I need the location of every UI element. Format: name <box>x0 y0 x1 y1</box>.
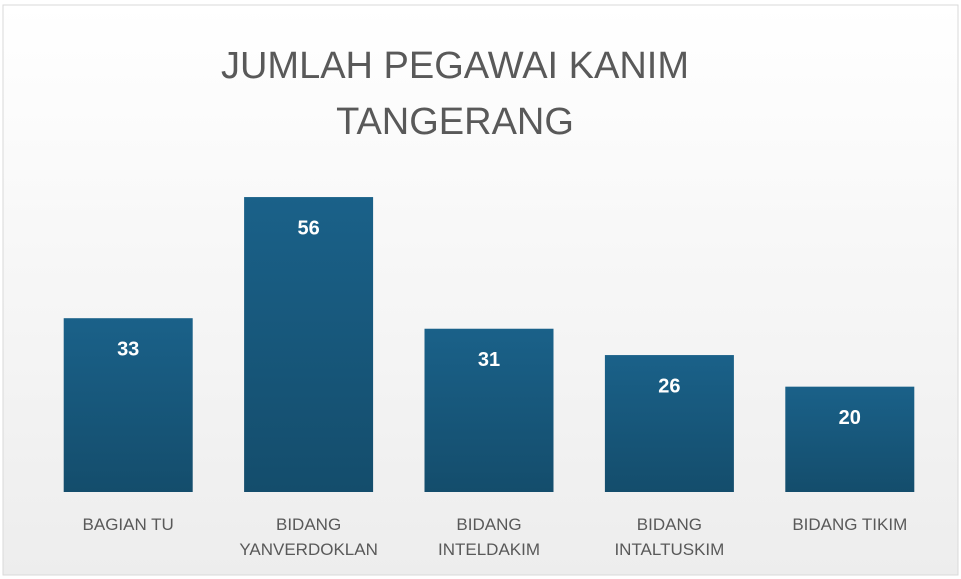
x-tick-label: BAGIAN TU <box>82 515 174 534</box>
x-tick-label: BIDANG INTALTUSKIM <box>614 515 725 559</box>
value-label: 31 <box>478 349 500 371</box>
bar <box>424 328 554 492</box>
bar <box>63 318 193 492</box>
x-tick-label: BIDANG INTELDAKIM <box>437 515 541 559</box>
value-label: 26 <box>658 375 680 397</box>
bar <box>604 355 734 492</box>
x-tick-label: BIDANG TIKIM <box>792 515 908 534</box>
value-label: 56 <box>297 217 319 239</box>
value-label: 20 <box>839 407 861 429</box>
chart-title: JUMLAH PEGAWAI KANIM TANGERANG <box>220 45 690 143</box>
value-label: 33 <box>117 338 139 360</box>
bar <box>785 386 915 492</box>
bar <box>244 197 374 493</box>
x-tick-label: BIDANG YANVERDOKLAN <box>239 515 378 559</box>
